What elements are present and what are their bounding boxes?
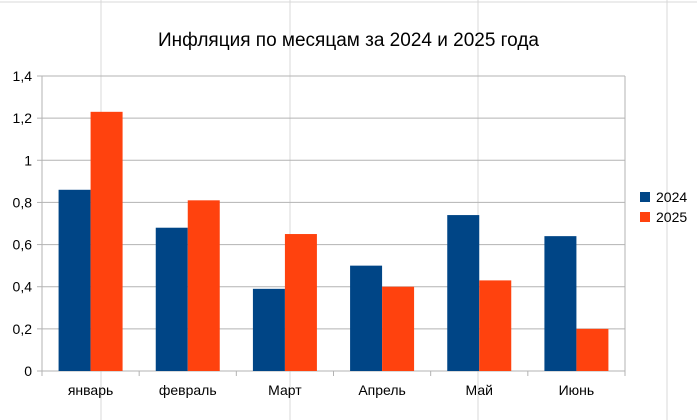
bar-2025-4 [479, 280, 512, 371]
xtick-label-1: февраль [159, 382, 217, 398]
legend-label-2025: 2025 [656, 209, 688, 225]
legend-label-2024: 2024 [656, 189, 688, 205]
xtick-label-3: Апрель [358, 382, 406, 398]
xtick-label-0: январь [68, 382, 113, 398]
legend-swatch-2024 [640, 192, 650, 202]
bar-2025-2 [284, 234, 317, 371]
chart-title: Инфляция по месяцам за 2024 и 2025 года [157, 30, 539, 51]
xtick-label-5: Июнь [559, 382, 595, 398]
bar-2025-1 [187, 200, 220, 371]
bar-2024-2 [252, 288, 285, 371]
ytick-label-7: 1,4 [13, 68, 33, 84]
legend-item-2025: 2025 [640, 207, 687, 227]
bar-2024-1 [155, 227, 188, 371]
bar-2024-0 [58, 189, 91, 371]
ytick-label-3: 0,6 [13, 237, 33, 253]
bar-2025-3 [382, 286, 415, 371]
legend: 2024 2025 [640, 187, 687, 227]
ytick-label-4: 0,8 [13, 194, 33, 210]
bar-2025-0 [90, 111, 123, 372]
bar-2024-4 [447, 215, 480, 371]
ytick-label-2: 0,4 [13, 279, 33, 295]
ytick-label-0: 0 [24, 363, 32, 379]
xtick-label-4: Май [466, 382, 493, 398]
ytick-label-6: 1,2 [13, 110, 33, 126]
bar-2024-5 [544, 236, 577, 371]
ytick-label-5: 1 [24, 152, 32, 168]
legend-swatch-2025 [640, 212, 650, 222]
ytick-label-1: 0,2 [13, 321, 33, 337]
legend-item-2024: 2024 [640, 187, 687, 207]
xtick-label-2: Март [268, 382, 302, 398]
bar-2024-3 [350, 265, 383, 371]
bar-2025-5 [576, 328, 609, 371]
